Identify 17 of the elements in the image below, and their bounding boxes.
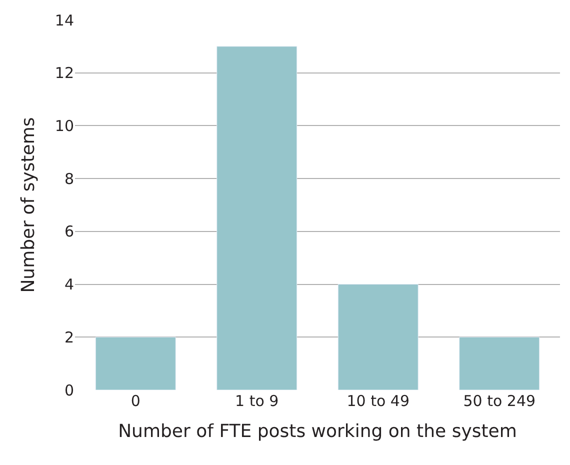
- x-tick-label: 1 to 9: [235, 392, 279, 410]
- x-tick-label: 0: [130, 392, 140, 410]
- y-tick-label: 8: [64, 170, 74, 188]
- bar: [338, 284, 418, 390]
- y-tick-label: 10: [54, 116, 74, 135]
- y-tick-label: 14: [54, 11, 74, 30]
- x-tick-label: 50 to 249: [463, 392, 536, 410]
- y-tick-label: 4: [64, 276, 74, 294]
- bar: [459, 336, 540, 390]
- bar: [216, 46, 298, 390]
- y-tick-label: 2: [64, 328, 74, 346]
- bar: [95, 336, 176, 390]
- x-tick-label: 10 to 49: [346, 392, 410, 410]
- y-tick-label: 6: [64, 222, 74, 241]
- x-axis-title: Number of FTE posts working on the system: [118, 421, 517, 442]
- y-tick-label: 12: [54, 64, 74, 82]
- y-axis-title: Number of systems: [18, 117, 40, 293]
